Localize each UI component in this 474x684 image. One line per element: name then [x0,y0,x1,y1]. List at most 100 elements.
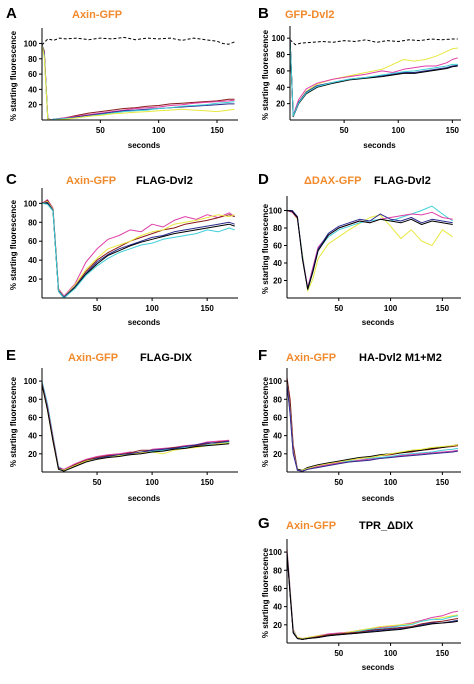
panel-f-x-axis-title: seconds [362,494,395,503]
panel-f-construct-label-2: HA-Dvl2 M1+M2 [359,352,442,364]
panel-e-x-axis-title: seconds [128,494,161,503]
panel-d-construct-label-2: FLAG-Dvl2 [374,175,431,187]
panel-a-construct-label-1: Axin-GFP [72,9,122,21]
panel-d-y-tick-label: 60 [273,242,282,251]
panel-f-y-tick-label: 20 [273,450,282,459]
panel-g-series-1 [286,548,458,639]
panel-g-x-tick-label: 50 [334,649,343,658]
panel-a: A Axin-GFP 20 40 60 80 100 50 100 150 seconds % sta… [6,5,238,150]
panel-c-y-tick-label: 60 [28,237,37,246]
panel-c-letter: C [6,171,17,188]
panel-f-x-tick-label: 100 [384,478,398,487]
panel-g-x-axis-title: seconds [362,663,395,672]
panel-g-y-axis-title: % starting fluorescence [261,547,270,638]
panel-g-y-tick-label: 60 [273,584,282,593]
panel-e-letter: E [6,347,16,364]
panel-e-y-tick-label: 100 [24,377,38,386]
panel-d-series-5 [286,210,453,290]
panel-a-y-tick-label: 60 [28,70,37,79]
panel-g-letter: G [258,515,270,532]
panel-b-x-tick-label: 150 [446,126,460,135]
panel-c-y-tick-label: 20 [28,275,37,284]
panel-f-y-axis-title: % starting fluorescence [261,376,270,467]
panel-f: F Axin-GFP HA-Dvl2 M1+M2 20 40 60 80 100 50 100 15… [258,347,461,503]
panel-c-y-tick-label: 80 [28,218,37,227]
panel-f-series-2 [286,381,458,471]
panel-c-x-tick-label: 100 [145,304,159,313]
panel-c-series-6 [41,202,235,299]
panel-d-x-tick-label: 50 [334,304,343,313]
panel-b: B GFP-Dvl2 20 40 60 80 100 50 100 150 seconds % sta… [258,5,461,150]
panel-a-y-tick-label: 80 [28,55,37,64]
panel-f-construct-label-1: Axin-GFP [286,352,336,364]
panel-b-y-tick-label: 40 [276,83,285,92]
panel-b-x-tick-label: 100 [392,126,406,135]
panel-b-series-1 [289,38,458,46]
panel-e-x-tick-label: 50 [93,478,102,487]
panel-c: C Axin-GFP FLAG-Dvl2 20 40 60 80 100 50 100 150 sec… [6,171,238,327]
panel-d-y-tick-label: 80 [273,224,282,233]
panel-e-series-6 [41,384,230,472]
panel-d: D ΔDAX-GFP FLAG-Dvl2 20 40 60 80 100 50 100 150 sec… [258,171,461,327]
panel-d-letter: D [258,171,269,188]
panel-g-x-tick-label: 150 [436,649,450,658]
panel-a-y-axis-title: % starting fluorescence [9,30,18,121]
panel-d-y-tick-label: 40 [273,259,282,268]
panel-c-x-axis-title: seconds [128,318,161,327]
panel-g-series-5 [286,552,458,640]
panel-a-series-1 [41,36,235,46]
panel-e-y-tick-label: 20 [28,450,37,459]
panel-c-y-tick-label: 100 [24,199,38,208]
panel-f-series-3 [286,382,458,471]
panel-e-series-5 [41,384,230,471]
panel-b-series-3 [289,38,458,116]
panel-a-y-tick-label: 20 [28,101,37,110]
panel-c-x-tick-label: 50 [93,304,102,313]
panel-c-construct-label-2: FLAG-Dvl2 [136,175,193,187]
panel-c-construct-label-1: Axin-GFP [66,175,116,187]
panel-g: G Axin-GFP TPR_ΔDIX 20 40 60 80 100 50 100 150 seco… [258,515,461,672]
panel-g-series-6 [286,552,458,640]
panel-a-series-3 [41,45,235,121]
panel-f-x-tick-label: 150 [436,478,450,487]
panel-d-x-axis-title: seconds [362,318,395,327]
panel-b-construct-label-1: GFP-Dvl2 [285,9,335,21]
panel-c-x-tick-label: 150 [200,304,214,313]
panel-g-y-tick-label: 80 [273,566,282,575]
panel-e-construct-label-1: Axin-GFP [68,352,118,364]
panel-e-x-tick-label: 100 [145,478,159,487]
panel-b-y-tick-label: 80 [276,51,285,60]
panel-e-series-2 [41,382,230,470]
panel-e-y-tick-label: 40 [28,432,37,441]
panel-f-series-6 [286,384,458,472]
panel-e-series-1 [41,380,230,471]
panel-a-y-tick-label: 40 [28,85,37,94]
panel-g-series-4 [286,552,458,640]
panel-a-y-tick-label: 100 [24,39,38,48]
panel-d-x-tick-label: 100 [384,304,398,313]
panel-b-y-tick-label: 60 [276,67,285,76]
panel-g-y-tick-label: 100 [269,548,283,557]
panel-f-y-tick-label: 100 [269,377,283,386]
panel-g-construct-label-1: Axin-GFP [286,520,336,532]
panel-g-series-2 [286,552,458,639]
panel-f-y-tick-label: 40 [273,432,282,441]
panel-d-y-tick-label: 100 [269,207,283,216]
panel-g-x-tick-label: 100 [384,649,398,658]
panel-d-y-axis-title: % starting fluorescence [261,203,270,294]
panel-e-x-tick-label: 150 [200,478,214,487]
panel-e-y-axis-title: % starting fluorescence [9,376,18,467]
panel-b-letter: B [258,5,269,22]
panel-g-y-tick-label: 40 [273,603,282,612]
panel-b-x-axis-title: seconds [363,141,396,150]
panel-c-series-1 [41,199,235,297]
panel-g-series-3 [286,552,458,640]
panel-a-x-tick-label: 50 [96,126,105,135]
panel-e-y-tick-label: 60 [28,413,37,422]
panel-c-series-4 [41,201,235,298]
panel-b-series-5 [289,38,458,118]
panel-f-series-4 [286,383,458,472]
panel-a-letter: A [6,5,17,22]
panel-d-construct-label-1: ΔDAX-GFP [304,175,361,187]
